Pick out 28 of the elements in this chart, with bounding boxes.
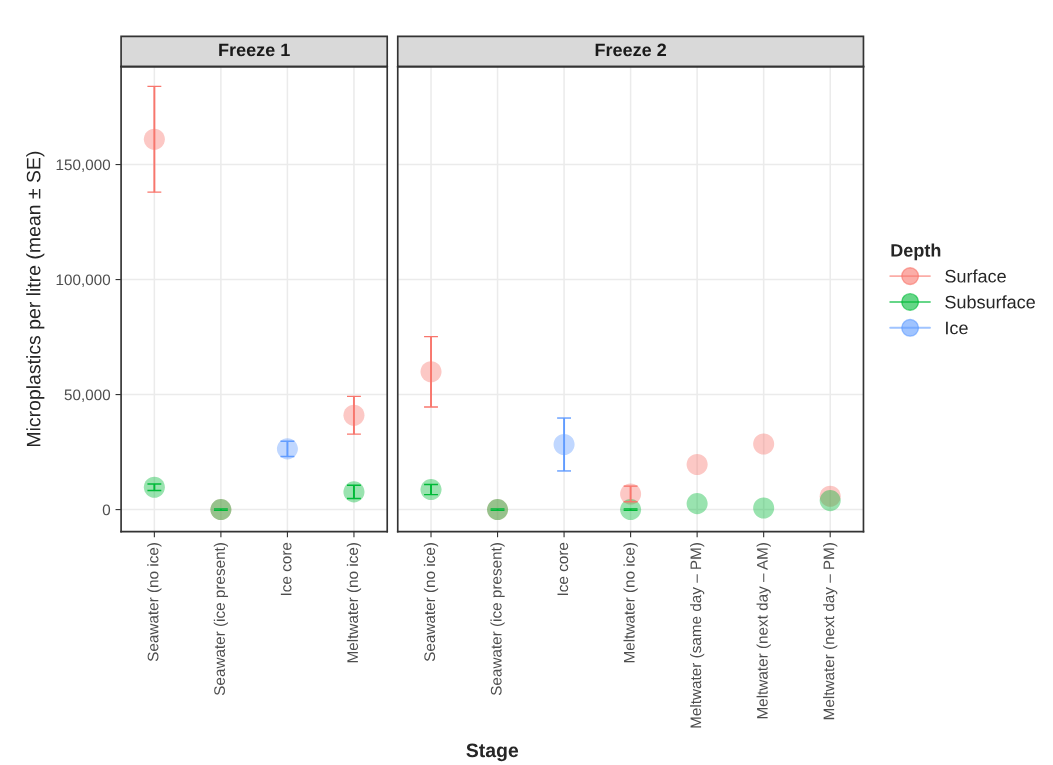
x-tick-label: Meltwater (no ice)	[346, 543, 362, 663]
y-axis-title: Microplastics per litre (mean ± SE)	[26, 151, 45, 447]
x-tick-label: Ice core	[280, 542, 292, 596]
x-tick-label: Ice core	[557, 542, 569, 596]
x-tick-label: Seawater (no ice)	[423, 543, 439, 662]
point	[753, 497, 775, 519]
point	[753, 433, 775, 455]
x-tick-label: Meltwater (next day – PM)	[823, 543, 838, 720]
y-tick-label: 100,000	[56, 274, 111, 288]
y-tick-label: 150,000	[56, 159, 111, 173]
point	[819, 490, 841, 512]
chart-title: Freeze 1	[219, 43, 290, 57]
x-tick-label: Seawater (ice present)	[490, 543, 505, 696]
legend-label: Ice	[946, 321, 968, 335]
x-tick-label: Meltwater (same day – PM)	[690, 543, 705, 728]
legend-label: Subsurface	[945, 295, 1035, 309]
point	[686, 453, 708, 476]
point	[686, 493, 708, 515]
x-tick-label: Meltwater (no ice)	[623, 543, 638, 663]
y-tick-label: 0	[102, 504, 111, 516]
x-tick-label: Meltwater (next day – AM)	[756, 543, 771, 719]
legend-title: Depth	[891, 243, 941, 261]
y-tick-label: 50,000	[64, 389, 111, 403]
x-tick-label: Seawater (no ice)	[147, 543, 162, 662]
chart-title: Freeze 2	[595, 43, 667, 57]
x-axis-title: Stage	[466, 743, 519, 762]
legend-label: Surface	[945, 269, 1006, 283]
x-tick-label: Seawater (ice present)	[213, 543, 229, 696]
